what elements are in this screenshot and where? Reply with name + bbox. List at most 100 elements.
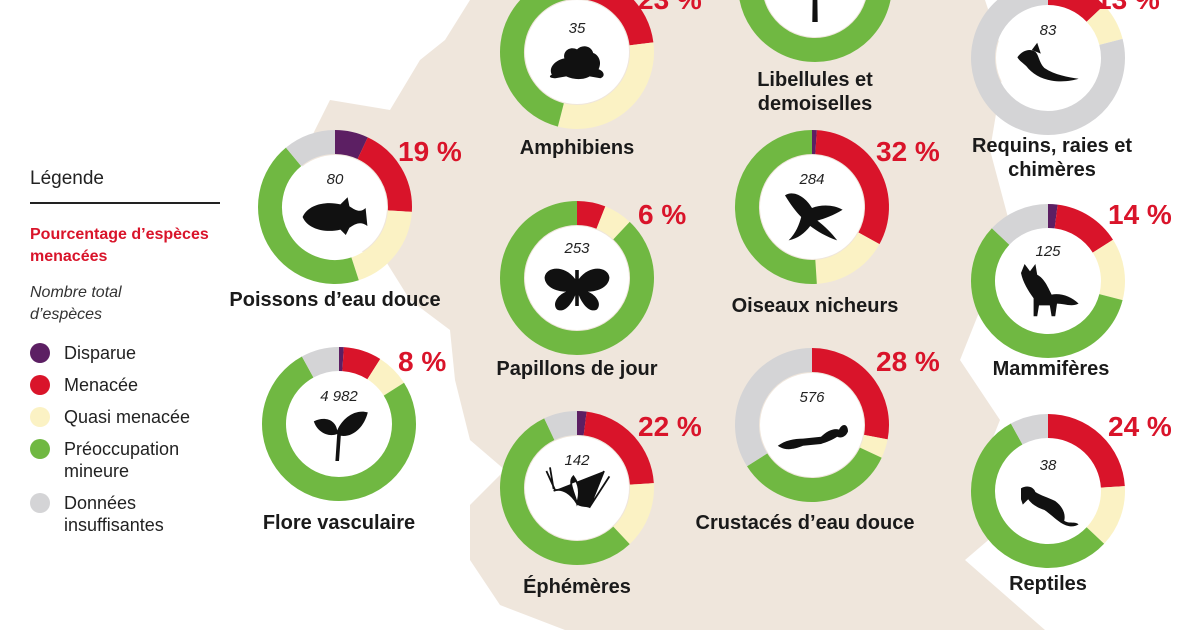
species-name: Amphibiens xyxy=(447,136,707,160)
legend-swatch-threatened xyxy=(30,375,50,395)
species-name-line: Flore vasculaire xyxy=(262,512,416,534)
donut-center xyxy=(760,373,864,477)
donut-segment-near-threatened xyxy=(1092,239,1125,301)
legend-total-label: Nombre total d’espèces xyxy=(30,284,122,323)
legend-item-extinct: Disparue xyxy=(30,342,230,364)
legend-title: Légende xyxy=(30,168,104,189)
species-name-line: Crustacés d’eau douce xyxy=(695,512,915,534)
legend-divider xyxy=(30,202,220,204)
donut-segment-data-deficient xyxy=(544,411,578,441)
mayfly-icon xyxy=(545,467,611,509)
species-total: 83 xyxy=(1039,22,1057,39)
threatened-percent: 8 % xyxy=(398,346,447,377)
donut-center xyxy=(996,229,1100,333)
donut-segment-threatened xyxy=(583,411,654,486)
donut-segment-least-concern xyxy=(746,447,882,502)
donut-segment-extinct xyxy=(576,410,587,436)
species-name: Libellules et demoiselles xyxy=(685,68,945,116)
donut-segment-extinct xyxy=(1047,203,1058,229)
donut-segment-least-concern xyxy=(971,228,1123,358)
species-name: Reptiles xyxy=(918,572,1178,596)
legend-label-data-deficient: Données insuffisantes xyxy=(64,493,164,535)
legend-label-extinct: Disparue xyxy=(64,343,137,363)
donut-segment-data-deficient xyxy=(1010,414,1049,445)
species-total: 35 xyxy=(568,20,586,37)
fox-icon xyxy=(1021,264,1079,317)
species-name: Mammifères xyxy=(921,357,1181,381)
donut-segment-near-threatened xyxy=(859,434,888,458)
donut-segment-least-concern xyxy=(262,356,416,501)
donut-segment-least-concern xyxy=(500,418,630,565)
species-name: Poissons d’eau douce xyxy=(205,288,465,312)
species-name: Oiseaux nicheurs xyxy=(685,294,945,318)
donut-center xyxy=(760,155,864,259)
species-name-line: Mammifères xyxy=(992,358,1110,380)
donut-segment-least-concern xyxy=(971,423,1105,568)
species-total: 125 xyxy=(1035,243,1061,260)
threatened-percent: 22 % xyxy=(638,411,702,442)
legend-item-least-concern: Préoccupation mineure xyxy=(30,438,230,482)
species-total: 142 xyxy=(564,452,590,469)
species-name: Flore vasculaire xyxy=(209,511,469,535)
lizard-icon xyxy=(1021,486,1079,527)
donut-segment-data-deficient xyxy=(285,130,336,167)
species-total: 4 982 xyxy=(320,388,358,405)
donut-segment-near-threatened xyxy=(557,42,654,129)
species-name-line: Poissons d’eau douce xyxy=(229,289,441,311)
donut-segment-threatened xyxy=(576,200,606,229)
donut-segment-threatened xyxy=(1047,414,1125,489)
leaf-icon xyxy=(313,411,368,461)
threatened-percent: 28 % xyxy=(876,346,940,377)
butterfly-icon xyxy=(544,268,610,311)
legend-percent-label: Pourcentage d’espèces menacées xyxy=(30,226,209,265)
donut-segment-least-concern xyxy=(500,201,654,355)
species-total: 80 xyxy=(326,171,344,188)
donut-segment-near-threatened xyxy=(596,206,630,240)
species-name-line: Oiseaux nicheurs xyxy=(731,295,899,317)
species-total: 38 xyxy=(1039,457,1057,474)
bird-icon xyxy=(785,193,843,241)
donut-segment-near-threatened xyxy=(350,209,412,281)
species-name: Éphémères xyxy=(447,575,707,599)
donut-segment-near-threatened xyxy=(366,358,405,397)
species-name-line: Libellules et xyxy=(757,69,873,91)
donut-segment-near-threatened xyxy=(612,483,654,545)
fish-icon xyxy=(302,197,368,235)
donut-segment-least-concern xyxy=(739,0,891,62)
species-name-line: Requins, raies et xyxy=(971,135,1133,157)
species-name-line: Éphémères xyxy=(523,576,631,598)
donut-segment-threatened xyxy=(1054,204,1114,254)
threatened-percent: 19 % xyxy=(398,136,462,167)
species-name: Papillons de jour xyxy=(447,357,707,381)
donut-center xyxy=(996,439,1100,543)
threatened-percent: 24 % xyxy=(1108,411,1172,442)
donut-center xyxy=(525,436,629,540)
species-name-line: chimères xyxy=(1008,159,1096,181)
legend-item-threatened: Menacée xyxy=(30,374,230,396)
crayfish-icon xyxy=(777,425,848,455)
species-total: 284 xyxy=(799,171,825,188)
donut-segment-near-threatened xyxy=(814,232,880,284)
species-total: 576 xyxy=(799,389,825,406)
legend-swatch-near-threatened xyxy=(30,407,50,427)
donut-segment-data-deficient xyxy=(991,204,1049,246)
donut-segment-threatened xyxy=(357,137,412,212)
legend-swatch-data-deficient xyxy=(30,493,50,513)
species-name: Crustacés d’eau douce xyxy=(675,511,935,535)
donut-segment-data-deficient xyxy=(301,347,340,378)
donut-segment-threatened xyxy=(341,347,381,380)
dragonfly-icon xyxy=(812,0,818,23)
donut-segment-near-threatened xyxy=(1086,486,1125,544)
species-name-line: Amphibiens xyxy=(519,137,635,159)
legend-label-least-concern: Préoccupation mineure xyxy=(64,439,180,481)
species-name: Requins, raies et chimères xyxy=(922,134,1182,182)
donut-center xyxy=(287,372,391,476)
